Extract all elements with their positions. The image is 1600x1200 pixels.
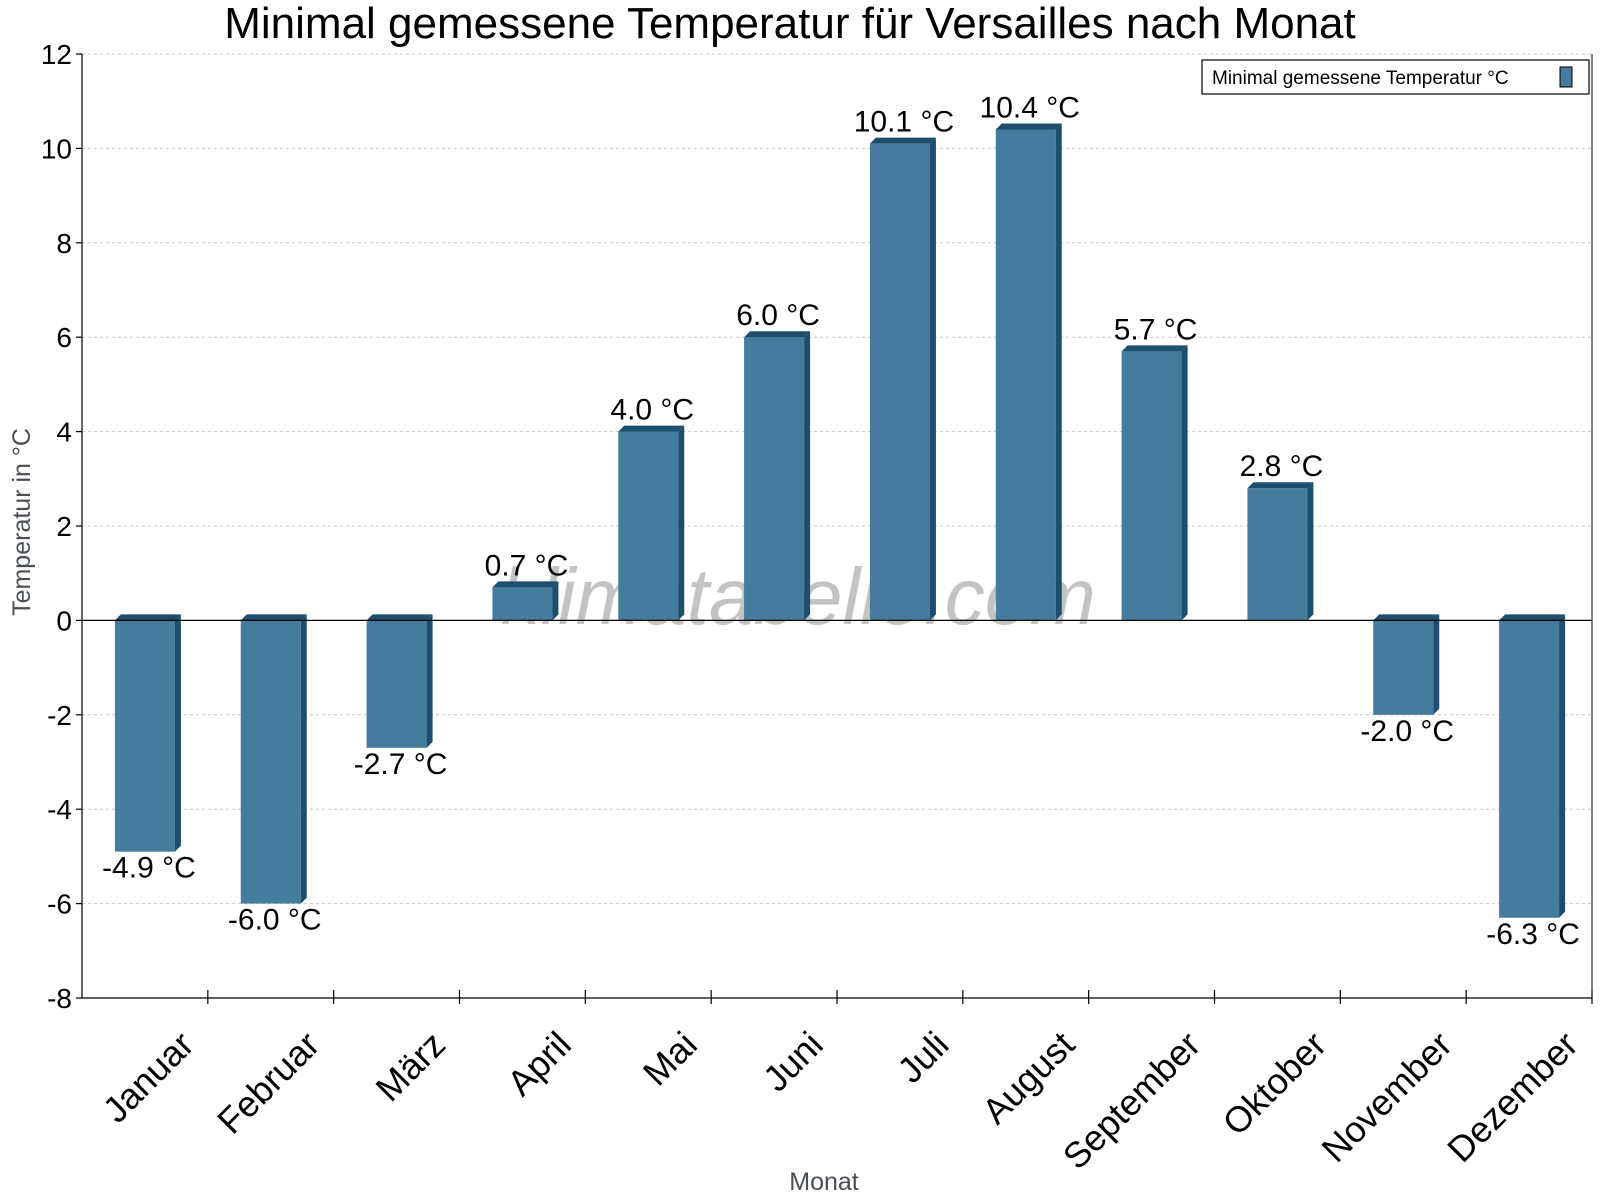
bar	[869, 143, 930, 621]
bar-top	[114, 614, 181, 621]
bar-side	[1055, 123, 1062, 621]
legend-swatch	[1559, 66, 1573, 88]
bar-top	[869, 137, 936, 144]
bar	[492, 587, 553, 621]
bar-top	[995, 123, 1062, 130]
bars	[114, 123, 1566, 918]
y-tick-label: 8	[56, 228, 72, 259]
y-tick-label: 6	[56, 322, 72, 353]
bar-side	[1181, 345, 1188, 621]
bar-top	[240, 614, 307, 621]
bar-top	[744, 331, 811, 338]
x-tick-label: Dezember	[1439, 1024, 1585, 1170]
x-tick-label: November	[1313, 1024, 1459, 1170]
x-tick-label: März	[368, 1024, 454, 1110]
data-label: 5.7 °C	[1114, 313, 1198, 346]
x-axis-label: Monat	[789, 1168, 859, 1196]
legend-label: Minimal gemessene Temperatur °C	[1212, 68, 1509, 89]
bar-top	[1373, 614, 1440, 621]
grid-lines	[82, 53, 1592, 999]
bar-side	[929, 137, 936, 621]
bar	[618, 431, 679, 621]
data-labels: -4.9 °C -6.0 °C -2.7 °C 0.7 °C 4.0 °C 6.0 °C 1…	[102, 92, 1580, 951]
bar-top	[1247, 482, 1314, 489]
bar	[366, 620, 427, 748]
data-label: 10.1 °C	[854, 106, 954, 139]
bar-top	[1121, 345, 1188, 352]
bar-side	[678, 425, 685, 621]
data-label: 10.4 °C	[980, 92, 1080, 125]
data-label: -4.9 °C	[102, 852, 196, 885]
bar	[1121, 351, 1182, 621]
y-tick-label: 0	[56, 605, 72, 636]
y-tick-label: 2	[56, 511, 72, 542]
x-tick-label: Januar	[95, 1024, 202, 1131]
x-tick-label: Oktober	[1214, 1024, 1334, 1144]
bar-side	[300, 614, 307, 904]
bar	[744, 337, 805, 621]
bar	[1247, 488, 1308, 621]
bar-side	[552, 581, 559, 621]
y-tick-label: -6	[47, 889, 72, 920]
bar	[1499, 620, 1560, 918]
x-tick-label: August	[974, 1024, 1082, 1132]
data-label: -2.7 °C	[354, 748, 448, 781]
chart-title: Minimal gemessene Temperatur für Versail…	[224, 0, 1356, 48]
y-tick-label: 4	[56, 417, 72, 448]
bar-side	[804, 331, 811, 621]
y-tick-label: 12	[41, 39, 72, 70]
x-tick-label: Juni	[755, 1024, 831, 1100]
x-tick-label: September	[1055, 1024, 1209, 1178]
bar-side	[426, 614, 433, 748]
y-axis-label: Temperatur in °C	[8, 428, 36, 616]
y-tick-label: -4	[47, 794, 72, 825]
legend-box	[1201, 59, 1590, 95]
data-label: -6.0 °C	[228, 904, 322, 937]
y-tick-label: -2	[47, 700, 72, 731]
data-label: 6.0 °C	[736, 299, 820, 332]
x-tick-label: Juli	[889, 1024, 956, 1091]
bar	[1373, 620, 1434, 715]
legend: Minimal gemessene Temperatur °C	[1201, 59, 1590, 95]
x-tick-label: Februar	[209, 1024, 327, 1142]
bar-top	[492, 581, 559, 588]
data-label: 4.0 °C	[610, 394, 694, 427]
y-tick-label: 10	[41, 133, 72, 164]
bar	[995, 129, 1056, 621]
data-label: 2.8 °C	[1240, 450, 1324, 483]
data-label: 0.7 °C	[485, 549, 569, 582]
y-tick-label: -8	[47, 983, 72, 1014]
bar-side	[1307, 482, 1314, 621]
data-label: -6.3 °C	[1486, 918, 1580, 951]
bar-side	[1559, 614, 1566, 918]
bar-top	[618, 425, 685, 432]
bar-top	[1499, 614, 1566, 621]
bar-side	[174, 614, 181, 852]
data-label: -2.0 °C	[1360, 715, 1454, 748]
x-tick-label: Mai	[635, 1024, 705, 1094]
bar-side	[1433, 614, 1440, 715]
bar	[240, 620, 301, 904]
bar-top	[366, 614, 433, 621]
bar	[114, 620, 175, 852]
x-tick-label: April	[499, 1024, 579, 1104]
